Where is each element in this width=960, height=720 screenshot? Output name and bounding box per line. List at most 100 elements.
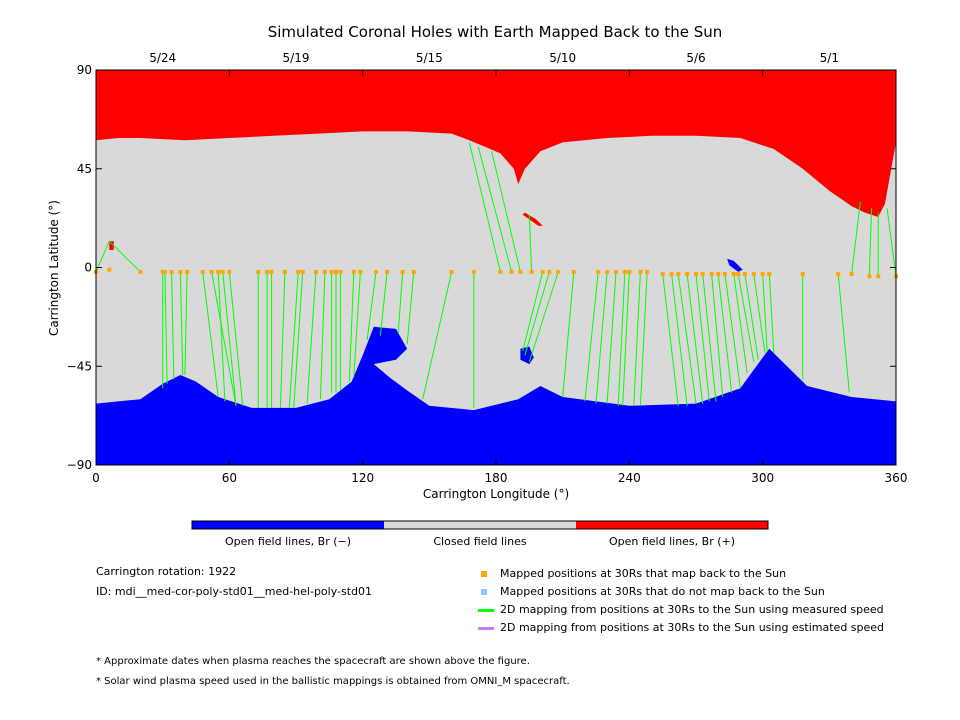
mapping-line bbox=[171, 271, 175, 380]
mapped-point bbox=[685, 272, 690, 277]
mapping-line bbox=[468, 142, 501, 273]
legend-unmapped: Mapped positions at 30Rs that do not map… bbox=[478, 583, 884, 601]
mapped-point bbox=[351, 269, 356, 274]
mapped-point bbox=[178, 269, 183, 274]
mapped-point bbox=[296, 269, 301, 274]
mapped-point bbox=[374, 269, 378, 274]
x-tick-label: 300 bbox=[751, 471, 774, 485]
legend-mapped: Mapped positions at 30Rs that map back t… bbox=[478, 565, 884, 583]
mapped-point bbox=[731, 272, 736, 277]
mapped-point bbox=[338, 269, 343, 274]
mapped-point-swatch bbox=[481, 571, 487, 577]
mapped-point bbox=[471, 269, 476, 274]
measured-line-swatch bbox=[478, 608, 494, 612]
color-bar-label-closed: Closed field lines bbox=[433, 535, 527, 548]
color-bar-label-negative: Open field lines, Br (−) bbox=[225, 535, 351, 548]
footnotes: * Approximate dates when plasma reaches … bbox=[96, 656, 570, 696]
mapping-line bbox=[422, 271, 453, 400]
mapped-point bbox=[282, 269, 287, 274]
x-axis-ticks: 0 60 120 180 240 300 360 bbox=[92, 70, 907, 485]
mapping-line bbox=[711, 274, 724, 398]
mapping-line bbox=[733, 274, 748, 373]
x-tick-label: 120 bbox=[351, 471, 374, 485]
mapped-point bbox=[867, 274, 872, 279]
mapping-line bbox=[95, 240, 141, 273]
date-label: 5/15 bbox=[416, 51, 443, 65]
mapped-point bbox=[509, 269, 514, 274]
mapped-point bbox=[220, 269, 225, 274]
mapping-line bbox=[562, 271, 575, 398]
mapping-line bbox=[293, 271, 304, 408]
mapped-point bbox=[162, 269, 167, 274]
legend-measured: 2D mapping from positions at 30Rs to the… bbox=[478, 601, 884, 619]
mapped-point bbox=[160, 269, 165, 274]
mapped-point bbox=[876, 274, 881, 279]
mapping-line bbox=[737, 274, 755, 362]
mapping-line bbox=[886, 208, 897, 277]
mapped-point bbox=[138, 269, 143, 274]
mapped-point bbox=[742, 272, 747, 277]
mapping-line bbox=[717, 274, 733, 393]
mapped-point bbox=[709, 272, 714, 277]
mapping-line bbox=[491, 151, 521, 273]
mapped-point bbox=[751, 272, 756, 277]
mapping-line bbox=[217, 271, 226, 402]
mapped-point bbox=[400, 269, 405, 274]
run-info: Carrington rotation: 1922 ID: mdi__med-c… bbox=[96, 565, 372, 605]
mapped-point bbox=[760, 272, 765, 277]
mapped-point bbox=[265, 269, 270, 274]
mapped-point bbox=[694, 272, 698, 277]
mapped-point bbox=[676, 272, 681, 277]
mapping-line bbox=[595, 271, 608, 404]
mapped-point bbox=[334, 269, 338, 274]
mapping-line bbox=[379, 271, 388, 336]
mapping-line bbox=[228, 271, 244, 406]
mapped-point bbox=[736, 272, 741, 277]
mapping-line bbox=[622, 271, 630, 406]
mapped-points bbox=[94, 267, 898, 279]
mapping-line bbox=[477, 146, 513, 273]
mapping-line bbox=[397, 271, 404, 334]
mapping-line bbox=[524, 271, 550, 356]
mapped-point bbox=[622, 269, 627, 274]
color-bar-frame bbox=[191, 520, 769, 530]
legend-mapped-label: Mapped positions at 30Rs that map back t… bbox=[500, 567, 787, 580]
mapped-point bbox=[322, 269, 327, 274]
footnote-speed: * Solar wind plasma speed used in the ba… bbox=[96, 676, 570, 687]
x-tick-label: 180 bbox=[485, 471, 508, 485]
y-axis-ticks: 90 45 0 −45 −90 bbox=[67, 63, 896, 472]
mapping-line bbox=[762, 274, 768, 351]
mapping-line bbox=[617, 271, 626, 406]
mapped-point bbox=[716, 272, 721, 277]
mapped-point bbox=[216, 269, 221, 274]
mapped-point bbox=[556, 269, 561, 274]
mapped-point bbox=[571, 269, 576, 274]
mapping-line bbox=[837, 274, 850, 393]
mapping-line bbox=[584, 271, 599, 402]
color-bar-label-positive: Open field lines, Br (+) bbox=[609, 535, 735, 548]
date-label: 5/24 bbox=[149, 51, 176, 65]
date-label: 5/19 bbox=[283, 51, 310, 65]
mapped-point bbox=[614, 269, 618, 274]
carrington-rotation: Carrington rotation: 1922 bbox=[96, 565, 237, 578]
mapped-point bbox=[669, 272, 674, 277]
mapped-point bbox=[498, 269, 503, 274]
field-line-color-bar: Open field lines, Br (−) Closed field li… bbox=[191, 520, 769, 548]
mapping-line bbox=[528, 271, 559, 363]
color-bar-negative bbox=[192, 521, 384, 529]
mapped-point bbox=[547, 269, 552, 274]
open-negative-region bbox=[96, 326, 896, 465]
small-hole-positive bbox=[522, 212, 543, 226]
mapping-line bbox=[724, 274, 741, 389]
mapped-point bbox=[605, 269, 610, 274]
color-bar-closed bbox=[384, 521, 576, 529]
mapping-line bbox=[768, 274, 775, 354]
mapping-line bbox=[222, 271, 237, 406]
mapping-line bbox=[348, 271, 355, 382]
mapping-line bbox=[211, 271, 237, 406]
x-tick-label: 360 bbox=[885, 471, 908, 485]
mapping-line bbox=[753, 274, 766, 354]
y-tick-label: −90 bbox=[67, 458, 92, 472]
mapping-line bbox=[702, 274, 717, 402]
small-hole-negative bbox=[727, 258, 743, 272]
